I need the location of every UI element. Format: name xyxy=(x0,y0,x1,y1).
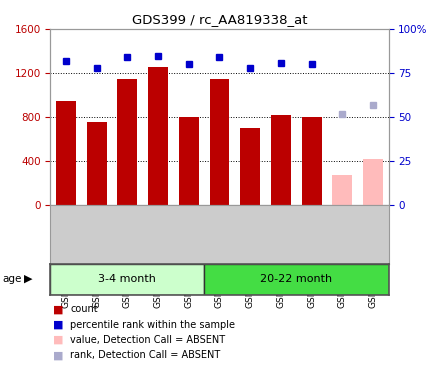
Text: ■: ■ xyxy=(53,350,63,361)
Text: 20-22 month: 20-22 month xyxy=(260,274,332,284)
Text: count: count xyxy=(70,304,98,314)
Text: 3-4 month: 3-4 month xyxy=(98,274,156,284)
Bar xyxy=(148,67,168,205)
Bar xyxy=(332,175,352,205)
Text: percentile rank within the sample: percentile rank within the sample xyxy=(70,320,235,330)
Bar xyxy=(270,115,290,205)
Text: value, Detection Call = ABSENT: value, Detection Call = ABSENT xyxy=(70,335,225,345)
Text: ■: ■ xyxy=(53,320,63,330)
Bar xyxy=(209,79,229,205)
Bar xyxy=(86,122,106,205)
Text: age: age xyxy=(2,274,21,284)
Text: ■: ■ xyxy=(53,304,63,314)
Bar xyxy=(56,101,76,205)
Bar xyxy=(240,128,260,205)
Bar xyxy=(362,159,382,205)
Text: GDS399 / rc_AA819338_at: GDS399 / rc_AA819338_at xyxy=(131,13,307,26)
Bar xyxy=(117,79,137,205)
Text: rank, Detection Call = ABSENT: rank, Detection Call = ABSENT xyxy=(70,350,220,361)
Bar xyxy=(178,117,198,205)
Bar xyxy=(301,117,321,205)
Text: ■: ■ xyxy=(53,335,63,345)
Bar xyxy=(50,264,204,295)
Bar xyxy=(204,264,388,295)
Text: ▶: ▶ xyxy=(24,274,32,284)
